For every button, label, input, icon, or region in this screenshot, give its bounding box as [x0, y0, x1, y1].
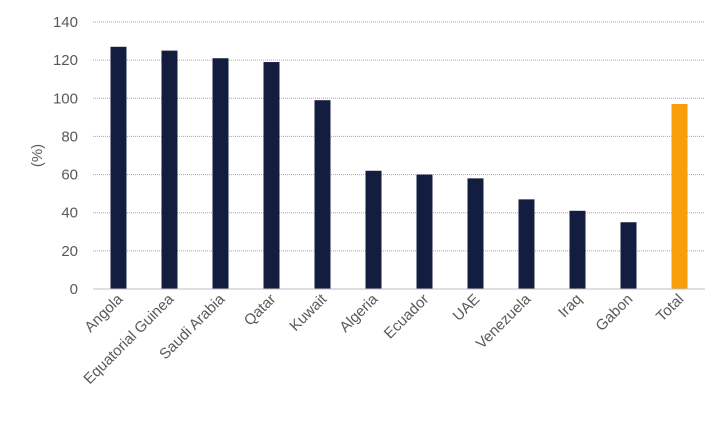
- y-tick-label: 100: [53, 90, 78, 107]
- bar-equatorial-guinea: [161, 50, 178, 289]
- x-tick-label: Algeria: [336, 290, 382, 336]
- bar-algeria: [365, 170, 382, 289]
- bar-angola: [110, 46, 127, 289]
- y-tick-label: 20: [61, 243, 78, 260]
- y-tick-label: 60: [61, 167, 78, 184]
- bar-gabon: [620, 222, 637, 289]
- bar-kuwait: [314, 100, 331, 289]
- y-tick-label: 0: [70, 281, 78, 298]
- y-tick-label: 80: [61, 128, 78, 145]
- x-tick-label: Total: [653, 291, 687, 325]
- bars: [110, 46, 688, 289]
- x-tick-label: Angola: [81, 290, 127, 336]
- y-tick-label: 120: [53, 52, 78, 69]
- x-tick-label: Qatar: [241, 291, 280, 330]
- bar-ecuador: [416, 174, 433, 289]
- x-tick-label: Iraq: [555, 291, 585, 321]
- x-tick-label: Venezuela: [473, 290, 535, 352]
- bar-uae: [467, 178, 484, 289]
- bar-venezuela: [518, 199, 535, 289]
- y-tick-label: 140: [53, 14, 78, 31]
- gridlines: [93, 21, 705, 252]
- x-tick-label: Kuwait: [286, 290, 330, 334]
- y-axis-label: (%): [29, 144, 46, 167]
- bar-saudi-arabia: [212, 58, 229, 289]
- bar-iraq: [569, 210, 586, 289]
- x-tick-label: UAE: [449, 291, 483, 325]
- bar-qatar: [263, 62, 280, 289]
- y-axis-ticks: 0 20 40 60 80 100 120 140: [53, 14, 78, 298]
- x-tick-label: Equatorial Guinea: [80, 290, 177, 387]
- y-tick-label: 40: [61, 205, 78, 222]
- x-tick-label: Gabon: [592, 291, 636, 335]
- x-tick-label: Ecuador: [381, 291, 433, 343]
- bar-total: [671, 104, 688, 289]
